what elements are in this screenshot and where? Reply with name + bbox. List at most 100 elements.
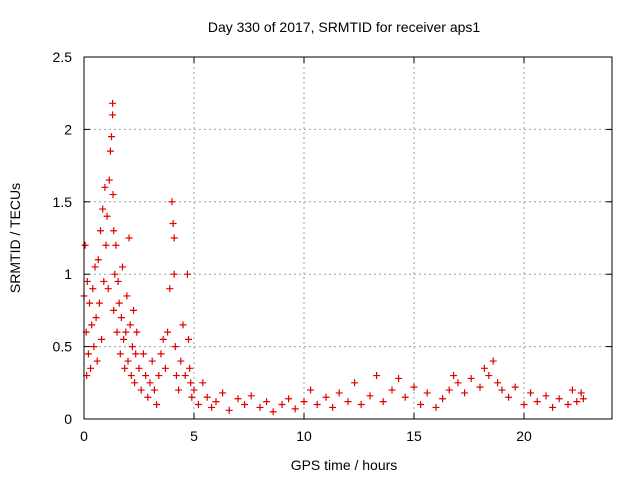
data-point <box>146 379 154 387</box>
data-point <box>99 205 107 213</box>
data-point <box>423 389 431 397</box>
data-point <box>476 383 484 391</box>
data-point <box>454 379 462 387</box>
plot-frame <box>83 56 613 420</box>
data-point <box>97 227 104 235</box>
data-point <box>123 292 131 300</box>
data-point <box>130 306 137 314</box>
data-point <box>164 328 172 336</box>
data-point <box>90 343 98 351</box>
data-point <box>112 241 120 249</box>
data-point <box>388 386 396 394</box>
data-point <box>122 328 130 336</box>
data-point <box>169 220 177 228</box>
data-point <box>188 393 196 401</box>
data-point <box>329 403 337 411</box>
x-tick-label: 20 <box>516 428 532 444</box>
data-point <box>190 386 198 394</box>
data-point <box>549 403 557 411</box>
data-point <box>116 350 124 358</box>
data-point <box>181 372 189 380</box>
data-point <box>120 335 128 343</box>
y-tick-label: 2 <box>64 121 72 137</box>
data-point <box>212 398 220 406</box>
data-point <box>489 357 497 365</box>
data-point <box>366 392 374 400</box>
data-point <box>109 111 117 119</box>
data-point <box>92 314 100 322</box>
x-tick-label: 0 <box>80 428 88 444</box>
data-point <box>183 270 191 278</box>
data-point <box>313 401 321 409</box>
data-point <box>161 364 169 372</box>
data-point <box>166 285 174 293</box>
data-point <box>263 398 271 406</box>
y-tick-label: 1.5 <box>53 194 73 210</box>
data-point <box>445 386 453 394</box>
data-point <box>159 335 167 343</box>
data-point <box>439 395 447 403</box>
data-point <box>494 379 502 387</box>
x-tick-label: 5 <box>190 428 198 444</box>
data-point <box>115 299 123 307</box>
data-point <box>480 364 488 372</box>
data-point <box>344 398 352 406</box>
y-tick-label: 2.5 <box>53 49 73 65</box>
data-point <box>93 357 101 365</box>
data-point <box>511 383 519 391</box>
data-point <box>98 335 106 343</box>
grid-lines <box>84 57 612 419</box>
data-point <box>577 389 585 397</box>
data-point <box>579 395 587 403</box>
data-point <box>307 386 315 394</box>
data-point <box>135 364 143 372</box>
data-point <box>124 357 132 365</box>
data-point <box>194 401 202 409</box>
data-point <box>142 372 150 380</box>
data-point <box>256 403 264 411</box>
data-point <box>533 398 541 406</box>
data-point <box>94 256 102 264</box>
data-point <box>432 403 440 411</box>
data-point <box>95 299 103 307</box>
data-point <box>450 372 458 380</box>
data-point <box>520 401 528 409</box>
data-point <box>219 389 227 397</box>
data-point <box>148 357 156 365</box>
data-point <box>117 314 125 322</box>
x-tick-label: 15 <box>406 428 422 444</box>
data-point <box>467 374 475 382</box>
data-point <box>357 401 365 409</box>
data-point <box>351 379 359 387</box>
data-point <box>153 401 161 409</box>
data-point <box>133 328 141 336</box>
data-point <box>291 405 299 413</box>
data-point <box>187 379 195 387</box>
data-point <box>126 321 134 329</box>
chart-title: Day 330 of 2017, SRMTID for receiver aps… <box>208 19 481 35</box>
data-point <box>555 395 563 403</box>
data-point <box>150 386 158 394</box>
data-point <box>109 191 117 199</box>
data-point <box>177 357 185 365</box>
data-point <box>121 364 129 372</box>
data-point <box>86 299 93 307</box>
data-point <box>108 133 115 141</box>
data-point <box>175 386 183 394</box>
data-point <box>106 147 114 155</box>
data-point <box>300 398 308 406</box>
data-points <box>80 99 587 416</box>
data-point <box>155 372 163 380</box>
data-point <box>89 285 97 293</box>
data-point <box>87 364 95 372</box>
data-point <box>100 277 108 285</box>
data-point <box>379 398 387 406</box>
data-point <box>110 306 118 314</box>
data-point <box>109 99 117 107</box>
data-point <box>199 379 207 387</box>
data-point <box>83 277 91 285</box>
data-point <box>110 227 118 235</box>
data-point <box>278 401 286 409</box>
data-point <box>247 392 255 400</box>
